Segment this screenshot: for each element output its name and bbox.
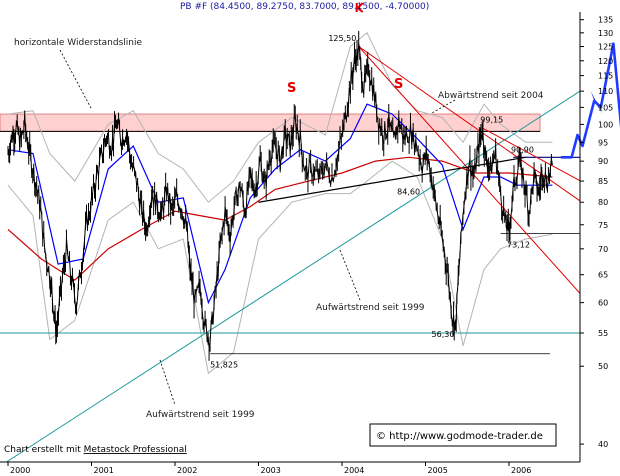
x-tick-label: 2006 <box>511 466 531 475</box>
copyright-text[interactable]: © http://www.godmode-trader.de <box>376 431 543 442</box>
resistance-label: horizontale Widerstandslinie <box>14 38 142 48</box>
price-label: 56,30 <box>432 330 455 339</box>
moving-average-200 <box>7 156 553 281</box>
bollinger-layer <box>7 32 553 375</box>
credit-link[interactable]: Metastock Professional <box>84 445 187 455</box>
x-tick-label: 2005 <box>428 466 448 475</box>
price-label: 125,50 <box>328 34 356 43</box>
y-tick-label: 110 <box>598 87 613 96</box>
y-tick-label: 115 <box>598 72 613 81</box>
chart-header: PB #F (84.4500, 89.2750, 83.7000, 89.150… <box>180 2 429 12</box>
y-tick-label: 40 <box>598 440 608 449</box>
x-tick-label: 2000 <box>10 466 30 475</box>
y-tick-label: 120 <box>598 57 613 66</box>
forecast-arrow <box>560 42 620 159</box>
price-label: 90,90 <box>511 146 534 155</box>
downtrend-line-short <box>482 127 580 182</box>
annotation-leader <box>339 249 361 301</box>
y-tick-label: 85 <box>598 177 608 186</box>
shoulder-marker-left: S <box>287 81 296 96</box>
y-tick-label: 50 <box>598 362 608 371</box>
neckline <box>258 156 526 203</box>
price-layer <box>7 30 553 361</box>
axes-layer: 40 50 55 60 65 70 75 80 85 90 95 100 105 110 115 120 125… <box>0 12 613 475</box>
moving-average-50 <box>7 103 553 305</box>
y-tick-label: 100 <box>598 120 613 129</box>
y-tick-label: 60 <box>598 299 608 308</box>
y-tick-label: 65 <box>598 271 608 280</box>
credit-prefix: Chart erstellt mit <box>4 445 84 455</box>
high-marker-icon <box>355 2 364 13</box>
bollinger-lower <box>7 160 553 375</box>
y-tick-label: 55 <box>598 329 608 338</box>
uptrend-line-1999 <box>6 90 580 462</box>
y-tick-label: 130 <box>598 29 613 38</box>
annotation-leader <box>59 49 93 111</box>
credit-text: Chart erstellt mit Metastock Professiona… <box>4 445 187 455</box>
forecast-arrowhead <box>590 91 603 115</box>
downtrend-line-flat <box>358 46 580 202</box>
shoulder-marker-right: S <box>394 77 403 92</box>
moving-average-layer <box>7 103 553 305</box>
y-tick-label: 90 <box>598 157 608 166</box>
price-label: 99,15 <box>480 115 503 124</box>
y-tick-label: 125 <box>598 43 613 52</box>
uptrend-label-upper: Aufwärtstrend seit 1999 <box>316 303 425 313</box>
x-tick-label: 2001 <box>94 466 114 475</box>
price-label: 51,825 <box>210 361 238 370</box>
x-tick-label: 2002 <box>177 466 197 475</box>
uptrend-label-lower: Aufwärtstrend seit 1999 <box>146 410 255 420</box>
y-tick-label: 70 <box>598 245 608 254</box>
x-tick-label: 2004 <box>344 466 364 475</box>
price-line <box>7 43 553 348</box>
y-tick-label: 75 <box>598 221 608 230</box>
downtrend-label: Abwärtstrend seit 2004 <box>438 91 544 101</box>
forecast-layer <box>560 42 620 159</box>
y-tick-label: 95 <box>598 138 608 147</box>
annotation-leader <box>159 359 176 406</box>
annotation-leader <box>431 99 456 114</box>
y-tick-label: 105 <box>598 103 613 112</box>
y-tick-label: 80 <box>598 198 608 207</box>
price-label: 84,60 <box>397 188 420 197</box>
bollinger-upper <box>7 32 553 203</box>
x-tick-label: 2003 <box>261 466 281 475</box>
price-label: 73,12 <box>507 241 530 250</box>
y-tick-label: 135 <box>598 16 613 25</box>
label-layer: 125,50 99,15 90,90 84,60 73,12 56,30 51,825 <box>59 2 534 406</box>
copyright-box <box>369 423 557 447</box>
